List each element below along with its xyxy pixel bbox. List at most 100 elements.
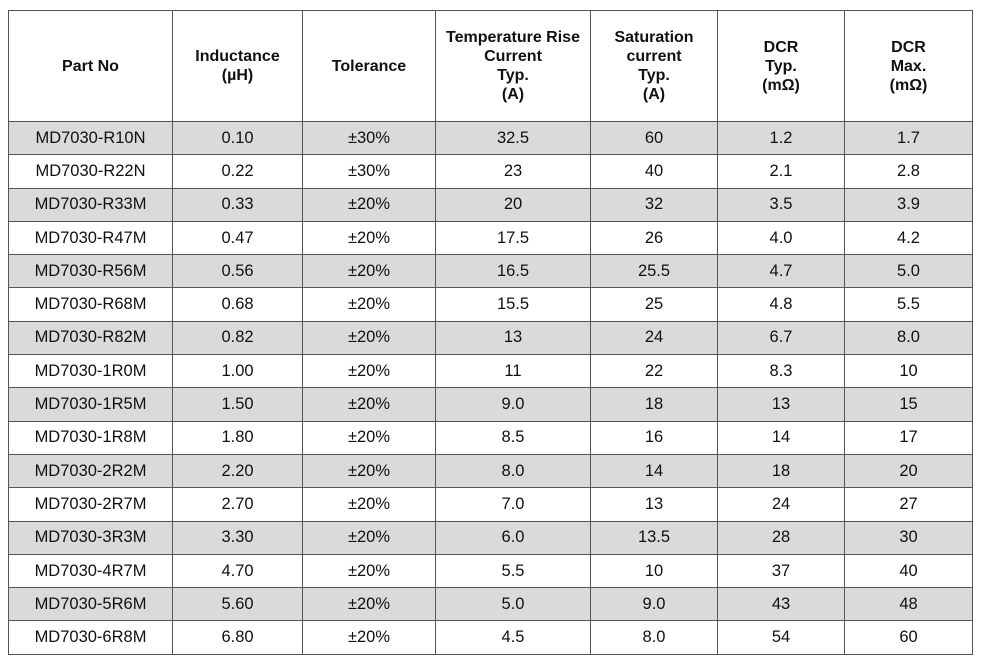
table-row: MD7030-R47M 0.47 ±20% 17.5 26 4.0 4.2 xyxy=(8,220,973,256)
header-line: (mΩ) xyxy=(889,76,928,94)
cell-inductance: 0.33 xyxy=(172,187,303,222)
cell-temp-rise-current: 4.5 xyxy=(435,620,591,655)
cell-part-no: MD7030-1R8M xyxy=(8,420,173,455)
header-line: Typ. xyxy=(638,67,670,84)
cell-temp-rise-current: 17.5 xyxy=(435,220,591,256)
cell-saturation-current: 10 xyxy=(590,553,718,589)
cell-inductance: 0.10 xyxy=(172,120,303,156)
cell-dcr-max: 48 xyxy=(844,587,973,622)
cell-dcr-max: 5.0 xyxy=(844,254,973,289)
cell-saturation-current: 9.0 xyxy=(590,587,718,622)
header-line: Tolerance xyxy=(331,57,407,75)
cell-dcr-max: 30 xyxy=(844,520,973,555)
cell-dcr-typ: 4.7 xyxy=(717,254,845,289)
cell-dcr-max: 60 xyxy=(844,620,973,655)
cell-tolerance: ±20% xyxy=(302,254,436,289)
cell-dcr-typ: 18 xyxy=(717,453,845,489)
table-row: MD7030-1R0M 1.00 ±20% 11 22 8.3 10 xyxy=(8,354,973,389)
cell-inductance: 0.56 xyxy=(172,254,303,289)
cell-part-no: MD7030-R47M xyxy=(8,220,173,256)
cell-part-no: MD7030-R82M xyxy=(8,320,173,356)
cell-part-no: MD7030-5R6M xyxy=(8,587,173,622)
cell-dcr-typ: 14 xyxy=(717,420,845,455)
cell-saturation-current: 40 xyxy=(590,154,718,189)
table-row: MD7030-R33M 0.33 ±20% 20 32 3.5 3.9 xyxy=(8,187,973,222)
header-line: Typ. xyxy=(765,57,797,75)
cell-dcr-typ: 37 xyxy=(717,553,845,589)
cell-saturation-current: 26 xyxy=(590,220,718,256)
cell-temp-rise-current: 32.5 xyxy=(435,120,591,156)
table-row: MD7030-R56M 0.56 ±20% 16.5 25.5 4.7 5.0 xyxy=(8,254,973,289)
header-line: (µH) xyxy=(221,67,254,84)
cell-tolerance: ±20% xyxy=(302,620,436,655)
cell-saturation-current: 25.5 xyxy=(590,254,718,289)
cell-saturation-current: 13.5 xyxy=(590,520,718,555)
cell-dcr-typ: 13 xyxy=(717,387,845,422)
cell-dcr-typ: 54 xyxy=(717,620,845,655)
cell-dcr-max: 17 xyxy=(844,420,973,455)
header-line: Current xyxy=(484,48,542,65)
cell-inductance: 0.22 xyxy=(172,154,303,189)
cell-tolerance: ±20% xyxy=(302,287,436,322)
header-line: DCR xyxy=(891,38,926,56)
cell-tolerance: ±20% xyxy=(302,220,436,256)
cell-inductance: 5.60 xyxy=(172,587,303,622)
cell-saturation-current: 60 xyxy=(590,120,718,156)
cell-dcr-typ: 3.5 xyxy=(717,187,845,222)
cell-dcr-max: 20 xyxy=(844,453,973,489)
cell-dcr-typ: 28 xyxy=(717,520,845,555)
cell-temp-rise-current: 8.0 xyxy=(435,453,591,489)
table-row: MD7030-4R7M 4.70 ±20% 5.5 10 37 40 xyxy=(8,553,973,589)
header-line: Temperature Rise xyxy=(446,29,580,46)
cell-saturation-current: 18 xyxy=(590,387,718,422)
header-line: Inductance xyxy=(195,48,280,65)
cell-temp-rise-current: 11 xyxy=(435,354,591,389)
cell-tolerance: ±20% xyxy=(302,387,436,422)
header-inductance: Inductance (µH) xyxy=(172,10,303,122)
header-row: Part No Inductance (µH) Tolerance Temperatur… xyxy=(8,10,973,122)
cell-part-no: MD7030-2R2M xyxy=(8,453,173,489)
table-row: MD7030-R68M 0.68 ±20% 15.5 25 4.8 5.5 xyxy=(8,287,973,322)
cell-temp-rise-current: 20 xyxy=(435,187,591,222)
table-row: MD7030-2R2M 2.20 ±20% 8.0 14 18 20 xyxy=(8,453,973,489)
cell-dcr-typ: 24 xyxy=(717,487,845,522)
table-body: MD7030-R10N 0.10 ±30% 32.5 60 1.2 1.7 MD7030-R2… xyxy=(8,120,973,655)
cell-temp-rise-current: 6.0 xyxy=(435,520,591,555)
cell-inductance: 3.30 xyxy=(172,520,303,555)
header-line: Max. xyxy=(890,57,927,75)
cell-inductance: 0.82 xyxy=(172,320,303,356)
cell-dcr-typ: 8.3 xyxy=(717,354,845,389)
cell-dcr-max: 4.2 xyxy=(844,220,973,256)
cell-saturation-current: 13 xyxy=(590,487,718,522)
cell-inductance: 0.68 xyxy=(172,287,303,322)
cell-tolerance: ±20% xyxy=(302,453,436,489)
cell-tolerance: ±20% xyxy=(302,587,436,622)
cell-inductance: 1.50 xyxy=(172,387,303,422)
header-dcr-max: DCR Max. (mΩ) xyxy=(844,10,973,122)
cell-tolerance: ±30% xyxy=(302,154,436,189)
header-tolerance: Tolerance xyxy=(302,10,436,122)
cell-inductance: 1.00 xyxy=(172,354,303,389)
cell-temp-rise-current: 9.0 xyxy=(435,387,591,422)
cell-dcr-max: 15 xyxy=(844,387,973,422)
inductor-spec-table: Part No Inductance (µH) Tolerance Temperatur… xyxy=(8,10,973,655)
cell-dcr-max: 2.8 xyxy=(844,154,973,189)
cell-inductance: 4.70 xyxy=(172,553,303,589)
header-line: Saturation xyxy=(614,29,694,46)
cell-dcr-max: 27 xyxy=(844,487,973,522)
cell-dcr-typ: 4.0 xyxy=(717,220,845,256)
table-row: MD7030-3R3M 3.30 ±20% 6.0 13.5 28 30 xyxy=(8,520,973,555)
cell-part-no: MD7030-R22N xyxy=(8,154,173,189)
cell-dcr-typ: 1.2 xyxy=(717,120,845,156)
cell-saturation-current: 25 xyxy=(590,287,718,322)
cell-tolerance: ±20% xyxy=(302,553,436,589)
table-row: MD7030-6R8M 6.80 ±20% 4.5 8.0 54 60 xyxy=(8,620,973,655)
cell-saturation-current: 22 xyxy=(590,354,718,389)
cell-saturation-current: 8.0 xyxy=(590,620,718,655)
cell-part-no: MD7030-3R3M xyxy=(8,520,173,555)
cell-dcr-max: 5.5 xyxy=(844,287,973,322)
cell-part-no: MD7030-R56M xyxy=(8,254,173,289)
cell-part-no: MD7030-1R5M xyxy=(8,387,173,422)
header-line: DCR xyxy=(763,38,799,56)
cell-inductance: 6.80 xyxy=(172,620,303,655)
